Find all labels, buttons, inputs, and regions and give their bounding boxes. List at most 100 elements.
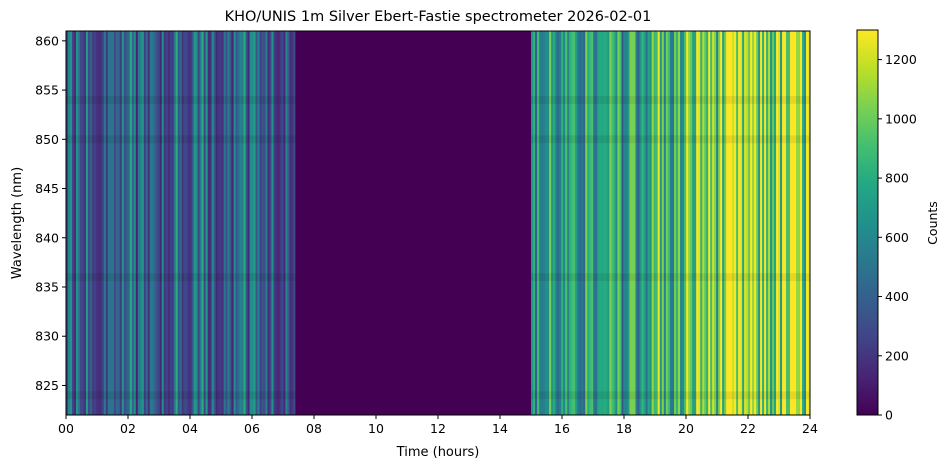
x-tick-label: 18 <box>616 421 632 436</box>
heatmap-cell <box>229 31 233 415</box>
heatmap-band <box>639 95 693 104</box>
heatmap-cell <box>680 31 683 415</box>
heatmap-cell <box>69 31 73 415</box>
heatmap-cell <box>247 31 251 415</box>
heatmap-cell <box>165 31 169 415</box>
heatmap-cell <box>792 31 795 415</box>
heatmap-cell <box>275 31 279 415</box>
y-tick-label: 835 <box>35 280 59 295</box>
heatmap-cell <box>223 31 227 415</box>
heatmap-cell <box>667 31 671 415</box>
heatmap-cell <box>599 31 602 415</box>
heatmap-cell <box>700 31 703 415</box>
heatmap-cell <box>111 31 115 415</box>
heatmap-cell <box>243 31 247 415</box>
heatmap-cell <box>147 31 151 415</box>
heatmap-cell <box>131 31 135 415</box>
heatmap-cell <box>271 31 275 415</box>
heatmap-segment <box>295 31 531 415</box>
heatmap-cell <box>535 31 538 415</box>
heatmap-segment <box>692 31 810 415</box>
heatmap-band <box>639 135 693 144</box>
heatmap-cell <box>217 31 221 415</box>
heatmap-cell <box>279 31 283 415</box>
heatmap-band <box>692 391 810 400</box>
heatmap-cell <box>173 31 177 415</box>
heatmap-cell <box>193 31 197 415</box>
heatmap-cell <box>541 31 544 415</box>
heatmap-band <box>531 135 640 144</box>
x-tick-label: 04 <box>182 421 198 436</box>
heatmap-cell <box>239 31 243 415</box>
x-tick-label: 16 <box>554 421 570 436</box>
heatmap-band <box>639 273 693 282</box>
heatmap-cell <box>553 31 556 415</box>
heatmap-cell <box>283 31 287 415</box>
heatmap-cell <box>295 31 531 415</box>
heatmap-cell <box>645 31 649 415</box>
heatmap-cell <box>291 31 294 415</box>
heatmap-band <box>692 95 810 104</box>
heatmap-cell <box>716 31 719 415</box>
heatmap-cell <box>103 31 107 415</box>
y-tick-label: 850 <box>35 132 59 147</box>
heatmap-cell <box>153 31 157 415</box>
heatmap-cell <box>231 31 235 415</box>
heatmap-cell <box>619 31 623 415</box>
heatmap-cell <box>205 31 209 415</box>
heatmap-cell <box>285 31 289 415</box>
x-tick-label: 06 <box>244 421 260 436</box>
heatmap-cell <box>742 31 745 415</box>
heatmap-cell <box>121 31 125 415</box>
heatmap-cell <box>609 31 612 415</box>
heatmap-cell <box>213 31 217 415</box>
heatmap-cell <box>756 31 759 415</box>
heatmap-cell <box>593 31 596 415</box>
heatmap-cell <box>587 31 590 415</box>
heatmap-cell <box>688 31 691 415</box>
heatmap-cell <box>790 31 793 415</box>
x-tick-label: 24 <box>802 421 818 436</box>
heatmap-band <box>66 273 296 282</box>
heatmap-cell <box>669 31 673 415</box>
heatmap-band <box>692 273 810 282</box>
heatmap-cell <box>67 31 71 415</box>
heatmap-cell <box>257 31 261 415</box>
heatmap-cell <box>639 31 643 415</box>
heatmap-cell <box>143 31 147 415</box>
colorbar-tick-label: 1200 <box>885 52 917 67</box>
heatmap-band <box>639 391 693 400</box>
heatmap-cell <box>255 31 259 415</box>
heatmap-cell <box>768 31 771 415</box>
heatmap-cell <box>77 31 81 415</box>
heatmap-cell <box>736 31 739 415</box>
heatmap-cell <box>249 31 253 415</box>
heatmap-segment <box>66 31 296 415</box>
heatmap-cell <box>565 31 568 415</box>
colorbar-tick-label: 0 <box>885 408 893 423</box>
x-tick-label: 22 <box>740 421 756 436</box>
heatmap-cell <box>235 31 239 415</box>
heatmap-cell <box>595 31 598 415</box>
heatmap-cell <box>678 31 681 415</box>
heatmap-segment <box>531 31 641 415</box>
heatmap-cell <box>151 31 155 415</box>
heatmap-cell <box>663 31 667 415</box>
heatmap-cell <box>101 31 105 415</box>
heatmap-cell <box>621 31 625 415</box>
heatmap-cell <box>73 31 77 415</box>
heatmap-cell <box>219 31 223 415</box>
colorbar-tick-label: 800 <box>885 171 909 186</box>
heatmap-cell <box>770 31 773 415</box>
heatmap-band <box>692 135 810 144</box>
heatmap-cell <box>704 31 707 415</box>
heatmap-cell <box>161 31 165 415</box>
heatmap-cell <box>211 31 215 415</box>
heatmap-cell <box>752 31 755 415</box>
heatmap-cell <box>547 31 550 415</box>
heatmap-cell <box>710 31 713 415</box>
heatmap-cell <box>651 31 655 415</box>
heatmap-cell <box>71 31 75 415</box>
heatmap-cell <box>141 31 145 415</box>
heatmap-cell <box>730 31 733 415</box>
